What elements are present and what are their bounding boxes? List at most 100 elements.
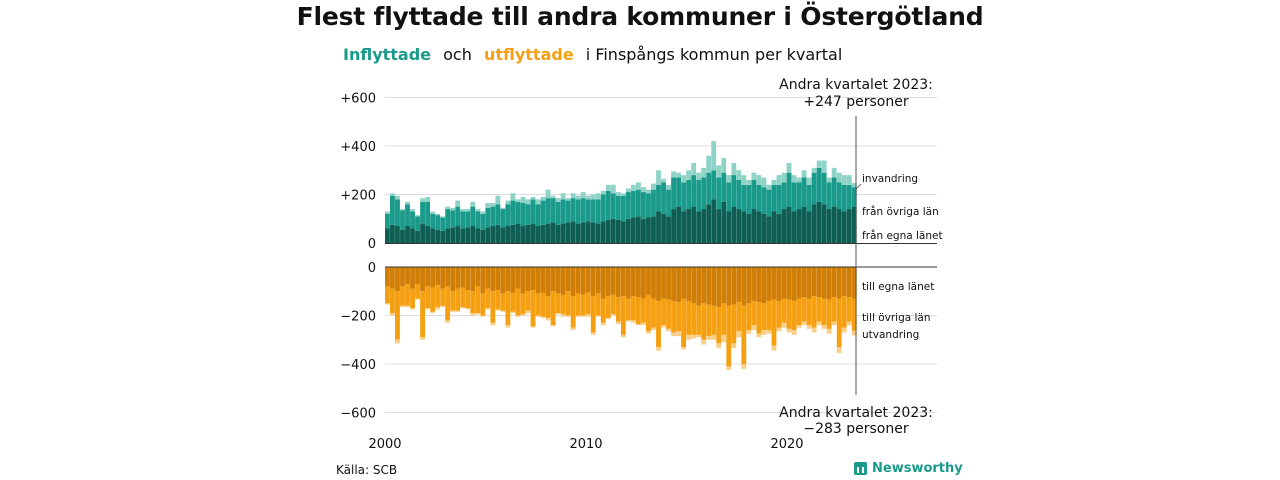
bar-inflow-other-counties (495, 204, 501, 225)
bar-inflow-other-counties (610, 193, 616, 219)
bar-outflow-own-county (771, 267, 777, 300)
bar-inflow-immigration (696, 172, 702, 180)
bar-inflow-immigration (666, 184, 671, 190)
bar-inflow-other-counties (706, 172, 712, 205)
bar-inflow-own-county (610, 218, 616, 243)
bar-inflow-other-counties (420, 201, 425, 224)
bar-inflow-other-counties (540, 200, 546, 225)
bar-inflow-own-county (495, 224, 501, 243)
bar-inflow-immigration (625, 188, 631, 193)
bar-inflow-immigration (455, 200, 461, 207)
bar-outflow-emigration (686, 334, 692, 340)
bar-outflow-other-counties (545, 296, 551, 318)
bar-inflow-own-county (590, 222, 596, 243)
bar-outflow-emigration (590, 332, 596, 335)
bar-inflow-other-counties (701, 177, 707, 210)
bar-inflow-own-county (696, 211, 702, 243)
bar-outflow-other-counties (470, 291, 476, 314)
bar-outflow-other-counties (691, 303, 697, 335)
bar-inflow-own-county (505, 226, 511, 243)
bar-inflow-immigration (766, 184, 772, 190)
bar-inflow-immigration (656, 170, 661, 185)
bar-outflow-emigration (415, 298, 420, 300)
bar-inflow-own-county (851, 206, 857, 243)
bar-inflow-immigration (515, 199, 521, 202)
bar-outflow-own-county (661, 267, 666, 299)
x-tick-label: 2020 (770, 437, 803, 452)
bar-outflow-own-county (595, 267, 601, 294)
bar-outflow-other-counties (811, 296, 817, 328)
bar-outflow-emigration (485, 308, 491, 310)
bar-inflow-immigration (470, 201, 476, 207)
bar-inflow-immigration (651, 183, 656, 190)
bar-inflow-other-counties (410, 211, 415, 229)
bar-inflow-other-counties (841, 184, 847, 212)
y-tick-label: −200 (340, 310, 376, 325)
bar-inflow-own-county (560, 223, 566, 243)
bar-outflow-emigration (555, 313, 561, 315)
bar-outflow-emigration (751, 325, 757, 331)
bar-outflow-other-counties (791, 300, 797, 331)
y-tick-label: −400 (340, 358, 376, 373)
bar-inflow-other-counties (791, 182, 797, 212)
bar-inflow-other-counties (711, 170, 717, 200)
bar-outflow-own-county (756, 267, 762, 303)
bar-outflow-other-counties (495, 290, 501, 310)
bar-inflow-own-county (801, 206, 807, 243)
bar-inflow-own-county (706, 204, 712, 243)
bar-outflow-other-counties (565, 291, 571, 316)
bar-inflow-own-county (415, 230, 420, 243)
bar-outflow-emigration (480, 315, 486, 317)
bar-inflow-other-counties (656, 184, 661, 212)
bar-outflow-own-county (605, 267, 611, 297)
bar-outflow-own-county (691, 267, 697, 304)
bar-outflow-own-county (846, 267, 852, 298)
bar-inflow-other-counties (445, 209, 451, 229)
bar-outflow-own-county (781, 267, 787, 299)
bar-inflow-immigration (636, 182, 641, 190)
bar-outflow-emigration (711, 334, 717, 340)
annotation-top-line2: +247 personer (803, 94, 909, 110)
bar-outflow-emigration (731, 343, 737, 349)
bar-inflow-immigration (595, 193, 601, 200)
bar-outflow-own-county (415, 267, 420, 284)
bar-outflow-other-counties (490, 291, 496, 323)
bar-outflow-own-county (520, 267, 526, 294)
bar-outflow-emigration (505, 325, 511, 328)
bar-outflow-emigration (595, 315, 601, 317)
bar-inflow-own-county (761, 213, 767, 243)
bar-outflow-emigration (600, 322, 606, 326)
bar-outflow-other-counties (741, 305, 747, 364)
bar-outflow-own-county (726, 267, 732, 306)
bar-outflow-other-counties (766, 300, 772, 331)
bar-outflow-emigration (445, 320, 451, 323)
bar-inflow-immigration (836, 172, 842, 183)
bar-inflow-own-county (816, 201, 822, 243)
bar-inflow-immigration (460, 209, 466, 212)
bar-inflow-other-counties (651, 189, 656, 217)
bar-outflow-other-counties (721, 303, 727, 335)
bar-outflow-own-county (636, 267, 641, 298)
bar-inflow-own-county (781, 209, 787, 243)
bar-outflow-emigration (656, 347, 661, 351)
bar-inflow-immigration (751, 172, 757, 180)
bar-outflow-emigration (430, 311, 436, 314)
bar-inflow-other-counties (525, 204, 531, 225)
bar-inflow-immigration (490, 202, 496, 207)
bar-outflow-emigration (605, 317, 611, 320)
bar-inflow-other-counties (836, 182, 842, 210)
bar-outflow-other-counties (620, 296, 626, 335)
bar-inflow-immigration (450, 207, 456, 211)
bar-inflow-own-county (771, 211, 777, 243)
bar-outflow-emigration (460, 307, 466, 309)
bar-outflow-other-counties (736, 302, 742, 332)
bar-inflow-immigration (485, 202, 491, 208)
bar-inflow-own-county (425, 226, 431, 243)
bar-inflow-own-county (435, 229, 441, 243)
bar-inflow-immigration (540, 196, 546, 201)
bar-inflow-immigration (395, 195, 400, 200)
bar-inflow-immigration (435, 213, 441, 216)
bar-outflow-other-counties (706, 304, 712, 337)
bar-inflow-immigration (590, 194, 596, 200)
bar-outflow-emigration (681, 347, 687, 350)
